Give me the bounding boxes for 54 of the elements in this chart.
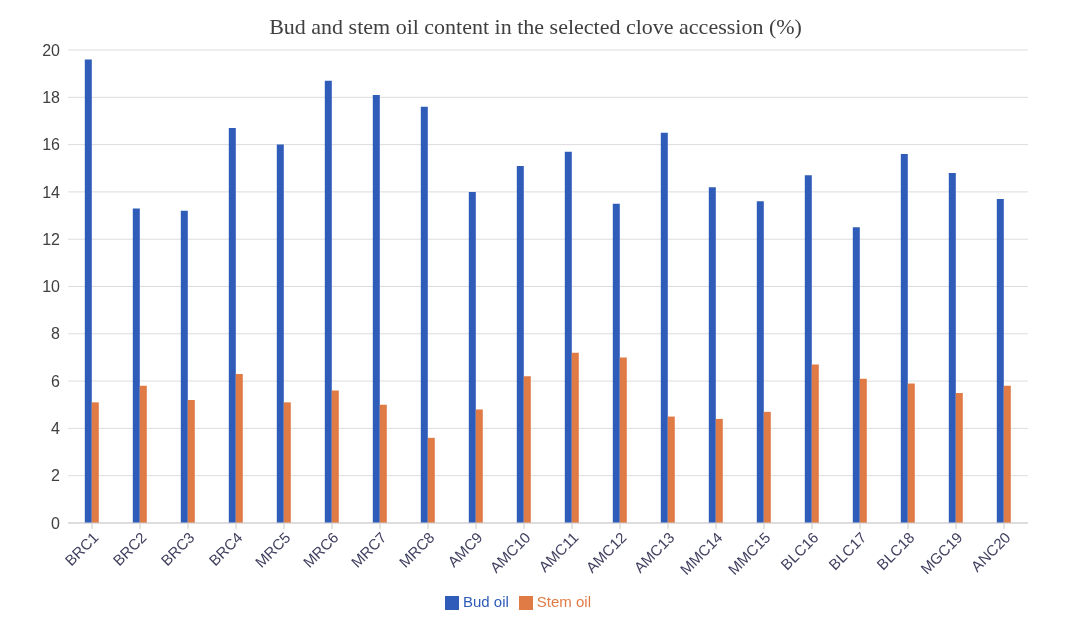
- y-tick-label: 12: [42, 230, 61, 248]
- bar: [715, 418, 723, 523]
- bar: [420, 106, 428, 523]
- bar: [468, 191, 476, 523]
- bar: [811, 364, 819, 523]
- bar: [324, 80, 332, 523]
- y-tick-label: 4: [51, 420, 61, 438]
- bar: [180, 210, 188, 523]
- bar: [132, 208, 140, 523]
- bar: [804, 175, 812, 523]
- bar: [571, 352, 579, 523]
- bar: [91, 402, 99, 523]
- legend-label: Stem oil: [536, 592, 592, 610]
- bar: [516, 165, 524, 523]
- bar: [955, 392, 963, 523]
- bar: [187, 400, 195, 523]
- y-tick-label: 0: [51, 514, 61, 532]
- y-tick-label: 14: [42, 183, 61, 201]
- bar: [228, 128, 236, 523]
- bar: [996, 198, 1004, 523]
- bar: [372, 94, 380, 523]
- bar: [564, 151, 572, 523]
- bar: [475, 409, 483, 523]
- bar: [283, 402, 291, 523]
- bar: [756, 201, 764, 523]
- bar: [660, 132, 668, 523]
- bar: [427, 437, 435, 523]
- y-tick-label: 10: [42, 278, 61, 296]
- bar: [763, 411, 771, 523]
- bar: [235, 373, 243, 523]
- bar: [523, 376, 531, 523]
- y-tick-label: 6: [51, 372, 61, 390]
- bar: [948, 172, 956, 523]
- y-tick-label: 18: [42, 88, 61, 106]
- y-tick-label: 2: [51, 467, 61, 485]
- bar: [331, 390, 339, 523]
- bar: [84, 59, 92, 523]
- bar: [708, 187, 716, 523]
- bar: [139, 385, 147, 523]
- bar: [612, 203, 620, 523]
- bar: [667, 416, 675, 523]
- legend-label: Bud oil: [462, 592, 509, 610]
- bar: [276, 144, 284, 523]
- y-tick-label: 16: [42, 136, 61, 154]
- bar: [907, 383, 915, 523]
- chart-title: Bud and stem oil content in the selected clove accession (%): [268, 14, 803, 40]
- bar: [859, 378, 867, 523]
- bar: [900, 154, 908, 523]
- bar: [852, 227, 860, 523]
- bar: [1003, 385, 1011, 523]
- y-tick-label: 8: [51, 325, 61, 343]
- bar: [379, 404, 387, 523]
- bar: [619, 357, 627, 523]
- y-tick-label: 20: [42, 41, 61, 59]
